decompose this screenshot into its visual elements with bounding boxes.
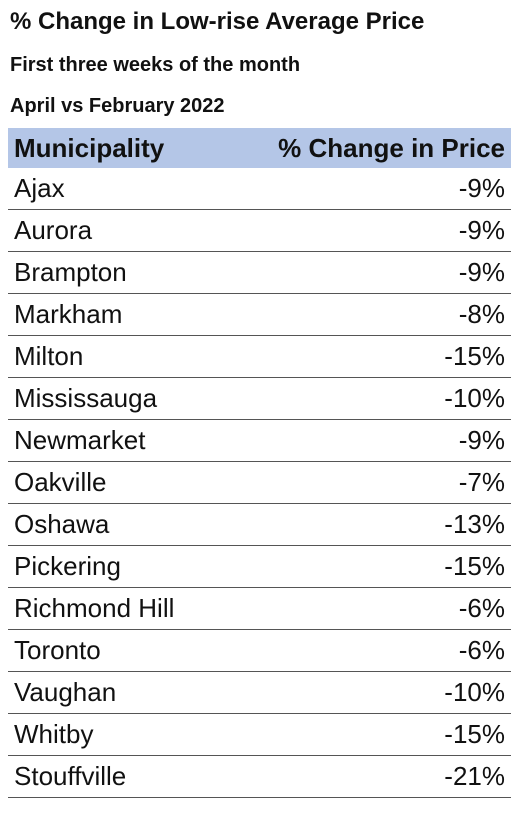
municipality-cell: Stouffville [14, 761, 127, 791]
price-change-cell: -6% [458, 593, 505, 623]
price-change-cell: -9% [458, 425, 505, 455]
price-change-cell: -15% [444, 341, 505, 371]
page-title: % Change in Low-rise Average Price [10, 8, 425, 35]
subtitle-period: First three weeks of the month [10, 54, 301, 76]
table-row: Aurora -9% [8, 210, 511, 252]
table-row: Mississauga -10% [8, 378, 511, 420]
table-row: Richmond Hill -6% [8, 588, 511, 630]
column-header-municipality: Municipality [14, 132, 165, 163]
table-row: Markham -8% [8, 294, 511, 336]
price-change-table: Municipality % Change in Price Ajax -9% Au… [8, 128, 511, 798]
price-change-cell: -6% [458, 635, 505, 665]
table-row: Whitby -15% [8, 714, 511, 756]
price-change-cell: -10% [444, 383, 505, 413]
table-row: Ajax -9% [8, 168, 511, 210]
table-row: Pickering -15% [8, 546, 511, 588]
table-body: Ajax -9% Aurora -9% Brampton -9% Markham -8% Mil… [8, 168, 511, 798]
price-change-cell: -15% [444, 551, 505, 581]
municipality-cell: Newmarket [14, 425, 146, 455]
municipality-cell: Mississauga [14, 383, 158, 413]
table-row: Milton -15% [8, 336, 511, 378]
table-header-row: Municipality % Change in Price [8, 128, 511, 168]
price-change-cell: -15% [444, 719, 505, 749]
municipality-cell: Pickering [14, 551, 121, 581]
municipality-cell: Markham [14, 299, 123, 329]
subtitle-comparison: April vs February 2022 [10, 95, 225, 117]
municipality-cell: Milton [14, 341, 84, 371]
table-row: Stouffville -21% [8, 756, 511, 798]
price-change-cell: -10% [444, 677, 505, 707]
column-header-change: % Change in Price [278, 132, 505, 163]
price-change-cell: -8% [458, 299, 505, 329]
municipality-cell: Vaughan [14, 677, 117, 707]
municipality-cell: Whitby [14, 719, 94, 749]
price-change-cell: -9% [458, 173, 505, 203]
table-row: Vaughan -10% [8, 672, 511, 714]
table-row: Toronto -6% [8, 630, 511, 672]
price-change-cell: -9% [458, 257, 505, 287]
municipality-cell: Oshawa [14, 509, 110, 539]
municipality-cell: Brampton [14, 257, 127, 287]
table-row: Brampton -9% [8, 252, 511, 294]
price-change-cell: -9% [458, 215, 505, 245]
price-change-cell: -13% [444, 509, 505, 539]
price-change-cell: -21% [444, 761, 505, 791]
price-change-cell: -7% [458, 467, 505, 497]
municipality-cell: Richmond Hill [14, 593, 175, 623]
municipality-cell: Toronto [14, 635, 101, 665]
table-row: Oakville -7% [8, 462, 511, 504]
table-row: Newmarket -9% [8, 420, 511, 462]
municipality-cell: Aurora [14, 215, 93, 245]
municipality-cell: Oakville [14, 467, 107, 497]
table-row: Oshawa -13% [8, 504, 511, 546]
municipality-cell: Ajax [14, 173, 65, 203]
